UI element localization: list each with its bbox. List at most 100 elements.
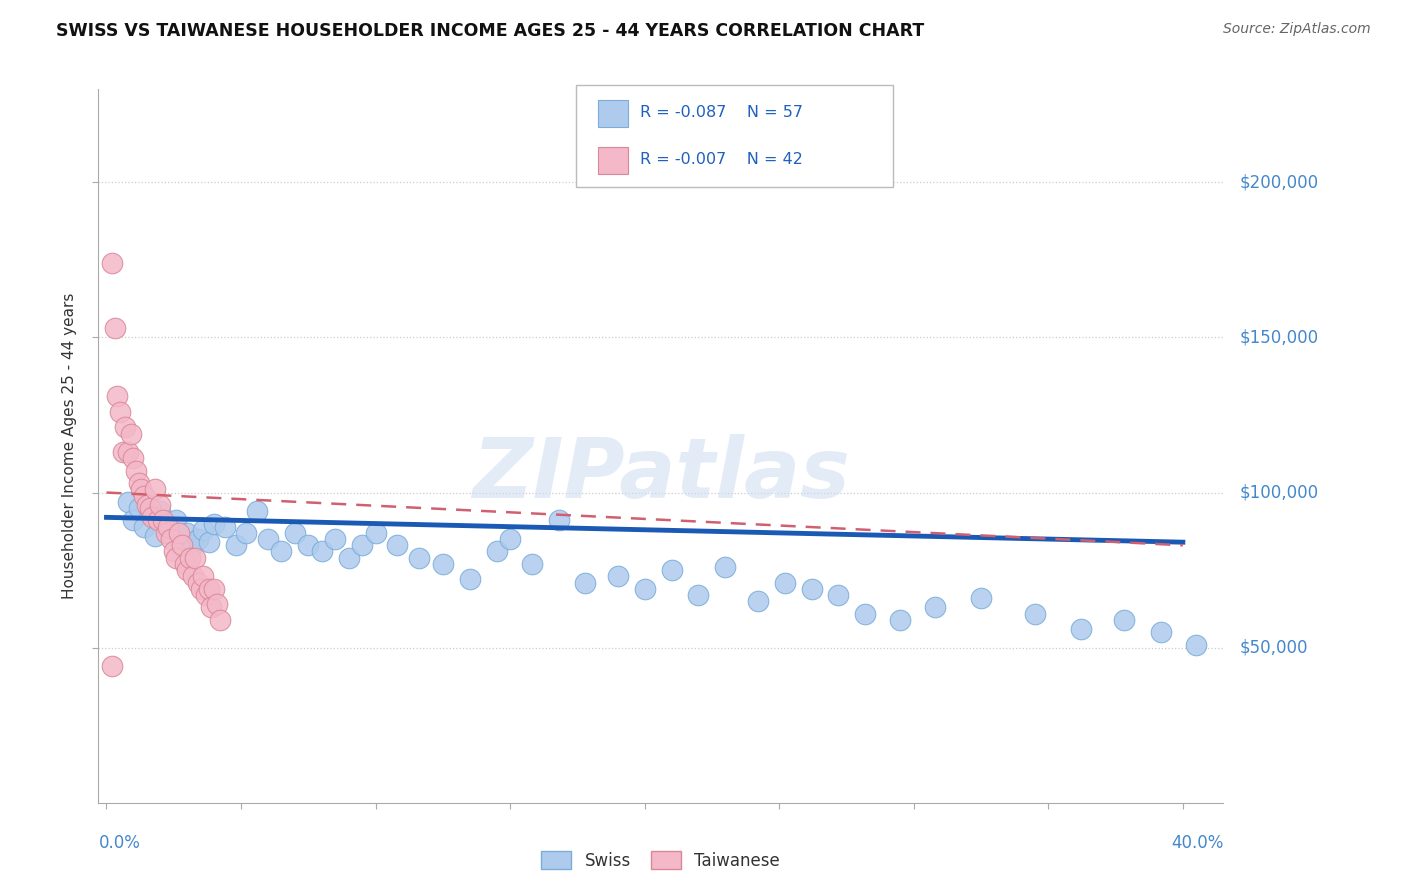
Point (173, 557, 195, 571)
Point (176, 563, 198, 577)
Point (458, 573, 481, 587)
Point (134, 519, 156, 533)
Point (1185, 638, 1208, 652)
Point (125, 464, 148, 478)
Point (181, 569, 204, 583)
Point (311, 544, 333, 558)
Legend: Swiss, Taiwanese: Swiss, Taiwanese (534, 845, 787, 877)
Point (499, 532, 522, 546)
Point (202, 582, 225, 596)
Point (197, 582, 219, 596)
Point (152, 513, 174, 527)
Point (170, 538, 193, 552)
Text: $100,000: $100,000 (1240, 483, 1319, 501)
Point (408, 550, 430, 565)
Point (827, 588, 849, 602)
Point (634, 582, 657, 596)
Point (141, 510, 163, 524)
Text: 0.0%: 0.0% (98, 834, 141, 852)
Point (114, 420, 136, 434)
Point (146, 513, 169, 527)
Y-axis label: Householder Income Ages 25 - 44 years: Householder Income Ages 25 - 44 years (62, 293, 77, 599)
Point (270, 544, 292, 558)
Point (105, 389, 128, 403)
Point (190, 582, 212, 596)
Point (773, 575, 796, 590)
Point (1150, 625, 1173, 640)
Point (520, 557, 543, 571)
Point (117, 445, 139, 459)
Point (187, 532, 209, 546)
Point (166, 513, 188, 527)
Point (163, 544, 186, 558)
Point (889, 613, 911, 627)
Text: 40.0%: 40.0% (1171, 834, 1223, 852)
Point (143, 529, 166, 543)
Point (1070, 622, 1092, 636)
Point (166, 550, 188, 565)
Point (352, 538, 374, 552)
Point (167, 525, 190, 540)
Point (155, 525, 177, 540)
Point (176, 525, 198, 540)
Point (1112, 613, 1135, 627)
Text: ZIPatlas: ZIPatlas (472, 434, 849, 515)
Point (157, 519, 180, 533)
Point (208, 613, 231, 627)
Point (214, 519, 236, 533)
Point (108, 405, 131, 419)
Point (122, 451, 145, 466)
Point (187, 575, 209, 590)
Point (235, 525, 257, 540)
Point (574, 575, 596, 590)
Point (135, 498, 157, 512)
Point (385, 538, 408, 552)
Point (160, 525, 183, 540)
Point (179, 550, 201, 565)
Text: Source: ZipAtlas.com: Source: ZipAtlas.com (1223, 22, 1371, 37)
Point (323, 532, 346, 546)
Point (193, 569, 215, 583)
Text: SWISS VS TAIWANESE HOUSEHOLDER INCOME AGES 25 - 44 YEARS CORRELATION CHART: SWISS VS TAIWANESE HOUSEHOLDER INCOME AG… (56, 22, 925, 40)
Point (111, 445, 134, 459)
Point (134, 489, 156, 503)
Point (128, 476, 150, 491)
Point (853, 607, 876, 621)
Point (117, 495, 139, 509)
Point (128, 501, 150, 516)
Point (184, 550, 207, 565)
Point (485, 544, 508, 558)
Text: R = -0.087    N = 57: R = -0.087 N = 57 (640, 105, 803, 120)
Point (337, 550, 360, 565)
Text: $50,000: $50,000 (1240, 639, 1309, 657)
Point (970, 591, 993, 605)
Text: $150,000: $150,000 (1240, 328, 1319, 346)
Point (197, 535, 219, 549)
Point (122, 513, 145, 527)
Point (205, 597, 228, 611)
Point (181, 538, 204, 552)
Text: R = -0.007    N = 42: R = -0.007 N = 42 (640, 152, 803, 167)
Point (200, 600, 222, 615)
Point (297, 538, 319, 552)
Point (193, 523, 215, 537)
Point (155, 519, 177, 533)
Point (661, 563, 683, 577)
Point (160, 532, 183, 546)
Point (138, 508, 160, 522)
Point (924, 600, 946, 615)
Point (103, 321, 125, 335)
Point (149, 498, 172, 512)
Point (195, 588, 218, 602)
Point (149, 504, 172, 518)
Point (364, 525, 387, 540)
Point (547, 513, 569, 527)
Point (1024, 607, 1046, 621)
Point (138, 501, 160, 516)
Point (800, 582, 823, 596)
Point (284, 525, 307, 540)
Point (101, 256, 124, 270)
Point (131, 483, 153, 497)
Point (143, 483, 166, 497)
Text: $200,000: $200,000 (1240, 173, 1319, 191)
